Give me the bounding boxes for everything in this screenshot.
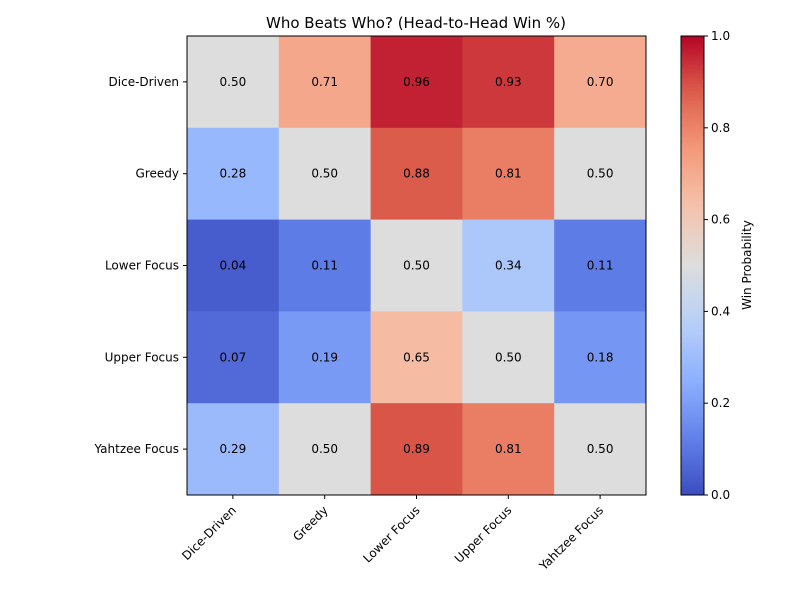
x-axis: Dice-Driven Greedy Lower Focus Upper Focus Y… [179,495,606,574]
x-tick-label: Lower Focus [360,503,422,565]
cell-value-label: 0.50 [311,167,338,181]
x-tick-label: Yahtzee Focus [536,503,606,573]
cell-value-label: 0.50 [220,75,247,89]
heatmap-cell [554,219,647,312]
heatmap-cell [462,36,555,129]
cell-value-label: 0.18 [587,350,614,364]
heatmap-cell [187,403,280,496]
heatmap-cell [278,36,372,129]
chart-title: Who Beats Who? (Head-to-Head Win %) [266,14,566,32]
cell-value-label: 0.89 [403,442,430,456]
colorbar-tick-label: 0.2 [711,396,730,410]
heatmap-cell [462,127,555,221]
cell-value-label: 0.29 [220,442,247,456]
cell-value-label: 0.50 [403,259,430,273]
heatmap-cell [187,36,280,129]
colorbar-label: Win Probability [740,220,754,310]
cell-value-label: 0.34 [495,259,522,273]
colorbar-tick-label: 0.6 [711,213,730,227]
cell-value-label: 0.93 [495,75,522,89]
heatmap-cell [554,311,647,404]
y-tick-label: Upper Focus [105,350,179,364]
cell-value-label: 0.50 [587,442,614,456]
heatmap-cell [278,127,372,221]
heatmap-cell [554,36,647,129]
x-tick-label: Greedy [290,503,331,544]
cell-value-label: 0.11 [587,259,614,273]
heatmap-cell [554,403,647,496]
cell-value-label: 0.11 [311,259,338,273]
cell-value-label: 0.28 [220,167,247,181]
colorbar-tick-label: 0.0 [711,488,730,502]
heatmap-cell [462,219,555,312]
heatmap-cells [187,36,647,496]
heatmap-cell [278,311,372,404]
cell-value-label: 0.19 [311,350,338,364]
colorbar-tick-label: 0.8 [711,121,730,135]
y-tick-label: Greedy [136,167,179,181]
heatmap-cell [187,311,280,404]
y-axis: Dice-Driven Greedy Lower Focus Upper Focus Y… [94,75,187,456]
x-tick-label: Upper Focus [452,503,515,566]
colorbar-ticks: 0.0 0.2 0.4 0.6 0.8 1.0 [704,29,730,502]
heatmap-cell [370,311,463,404]
y-tick-label: Yahtzee Focus [94,442,180,456]
colorbar-tick-label: 1.0 [711,29,730,43]
heatmap-cell [462,311,555,404]
cell-value-label: 0.50 [311,442,338,456]
heatmap-cell [187,127,280,221]
y-tick-label: Lower Focus [105,259,179,273]
heatmap-cell [462,403,555,496]
cell-value-label: 0.65 [403,350,430,364]
heatmap-cell [278,403,372,496]
heatmap-cell [370,403,463,496]
y-tick-label: Dice-Driven [109,75,179,89]
heatmap-cell [554,127,647,221]
heatmap-cell [370,127,463,221]
colorbar: 0.0 0.2 0.4 0.6 0.8 1.0 Win Probability [680,29,754,502]
cell-value-label: 0.81 [495,442,522,456]
cell-value-label: 0.88 [403,167,430,181]
cell-value-label: 0.07 [220,350,247,364]
plot-frame [186,35,647,496]
cell-value-label: 0.04 [220,259,247,273]
cell-value-label: 0.70 [587,75,614,89]
colorbar-gradient [680,35,705,496]
cell-value-label: 0.96 [403,75,430,89]
colorbar-tick-label: 0.4 [711,304,730,318]
heatmap-cell [278,219,372,312]
heatmap-cell [370,36,463,129]
cell-value-label: 0.50 [495,350,522,364]
cell-value-label: 0.81 [495,167,522,181]
heatmap-cell [187,219,280,312]
cell-value-label: 0.50 [587,167,614,181]
x-tick-label: Dice-Driven [179,503,239,563]
cell-value-label: 0.71 [311,75,338,89]
heatmap-cell [370,219,463,312]
heatmap-cell-labels: 0.50 0.71 0.96 0.93 0.70 0.28 0.50 0.88 0.81 0.50… [220,75,614,456]
